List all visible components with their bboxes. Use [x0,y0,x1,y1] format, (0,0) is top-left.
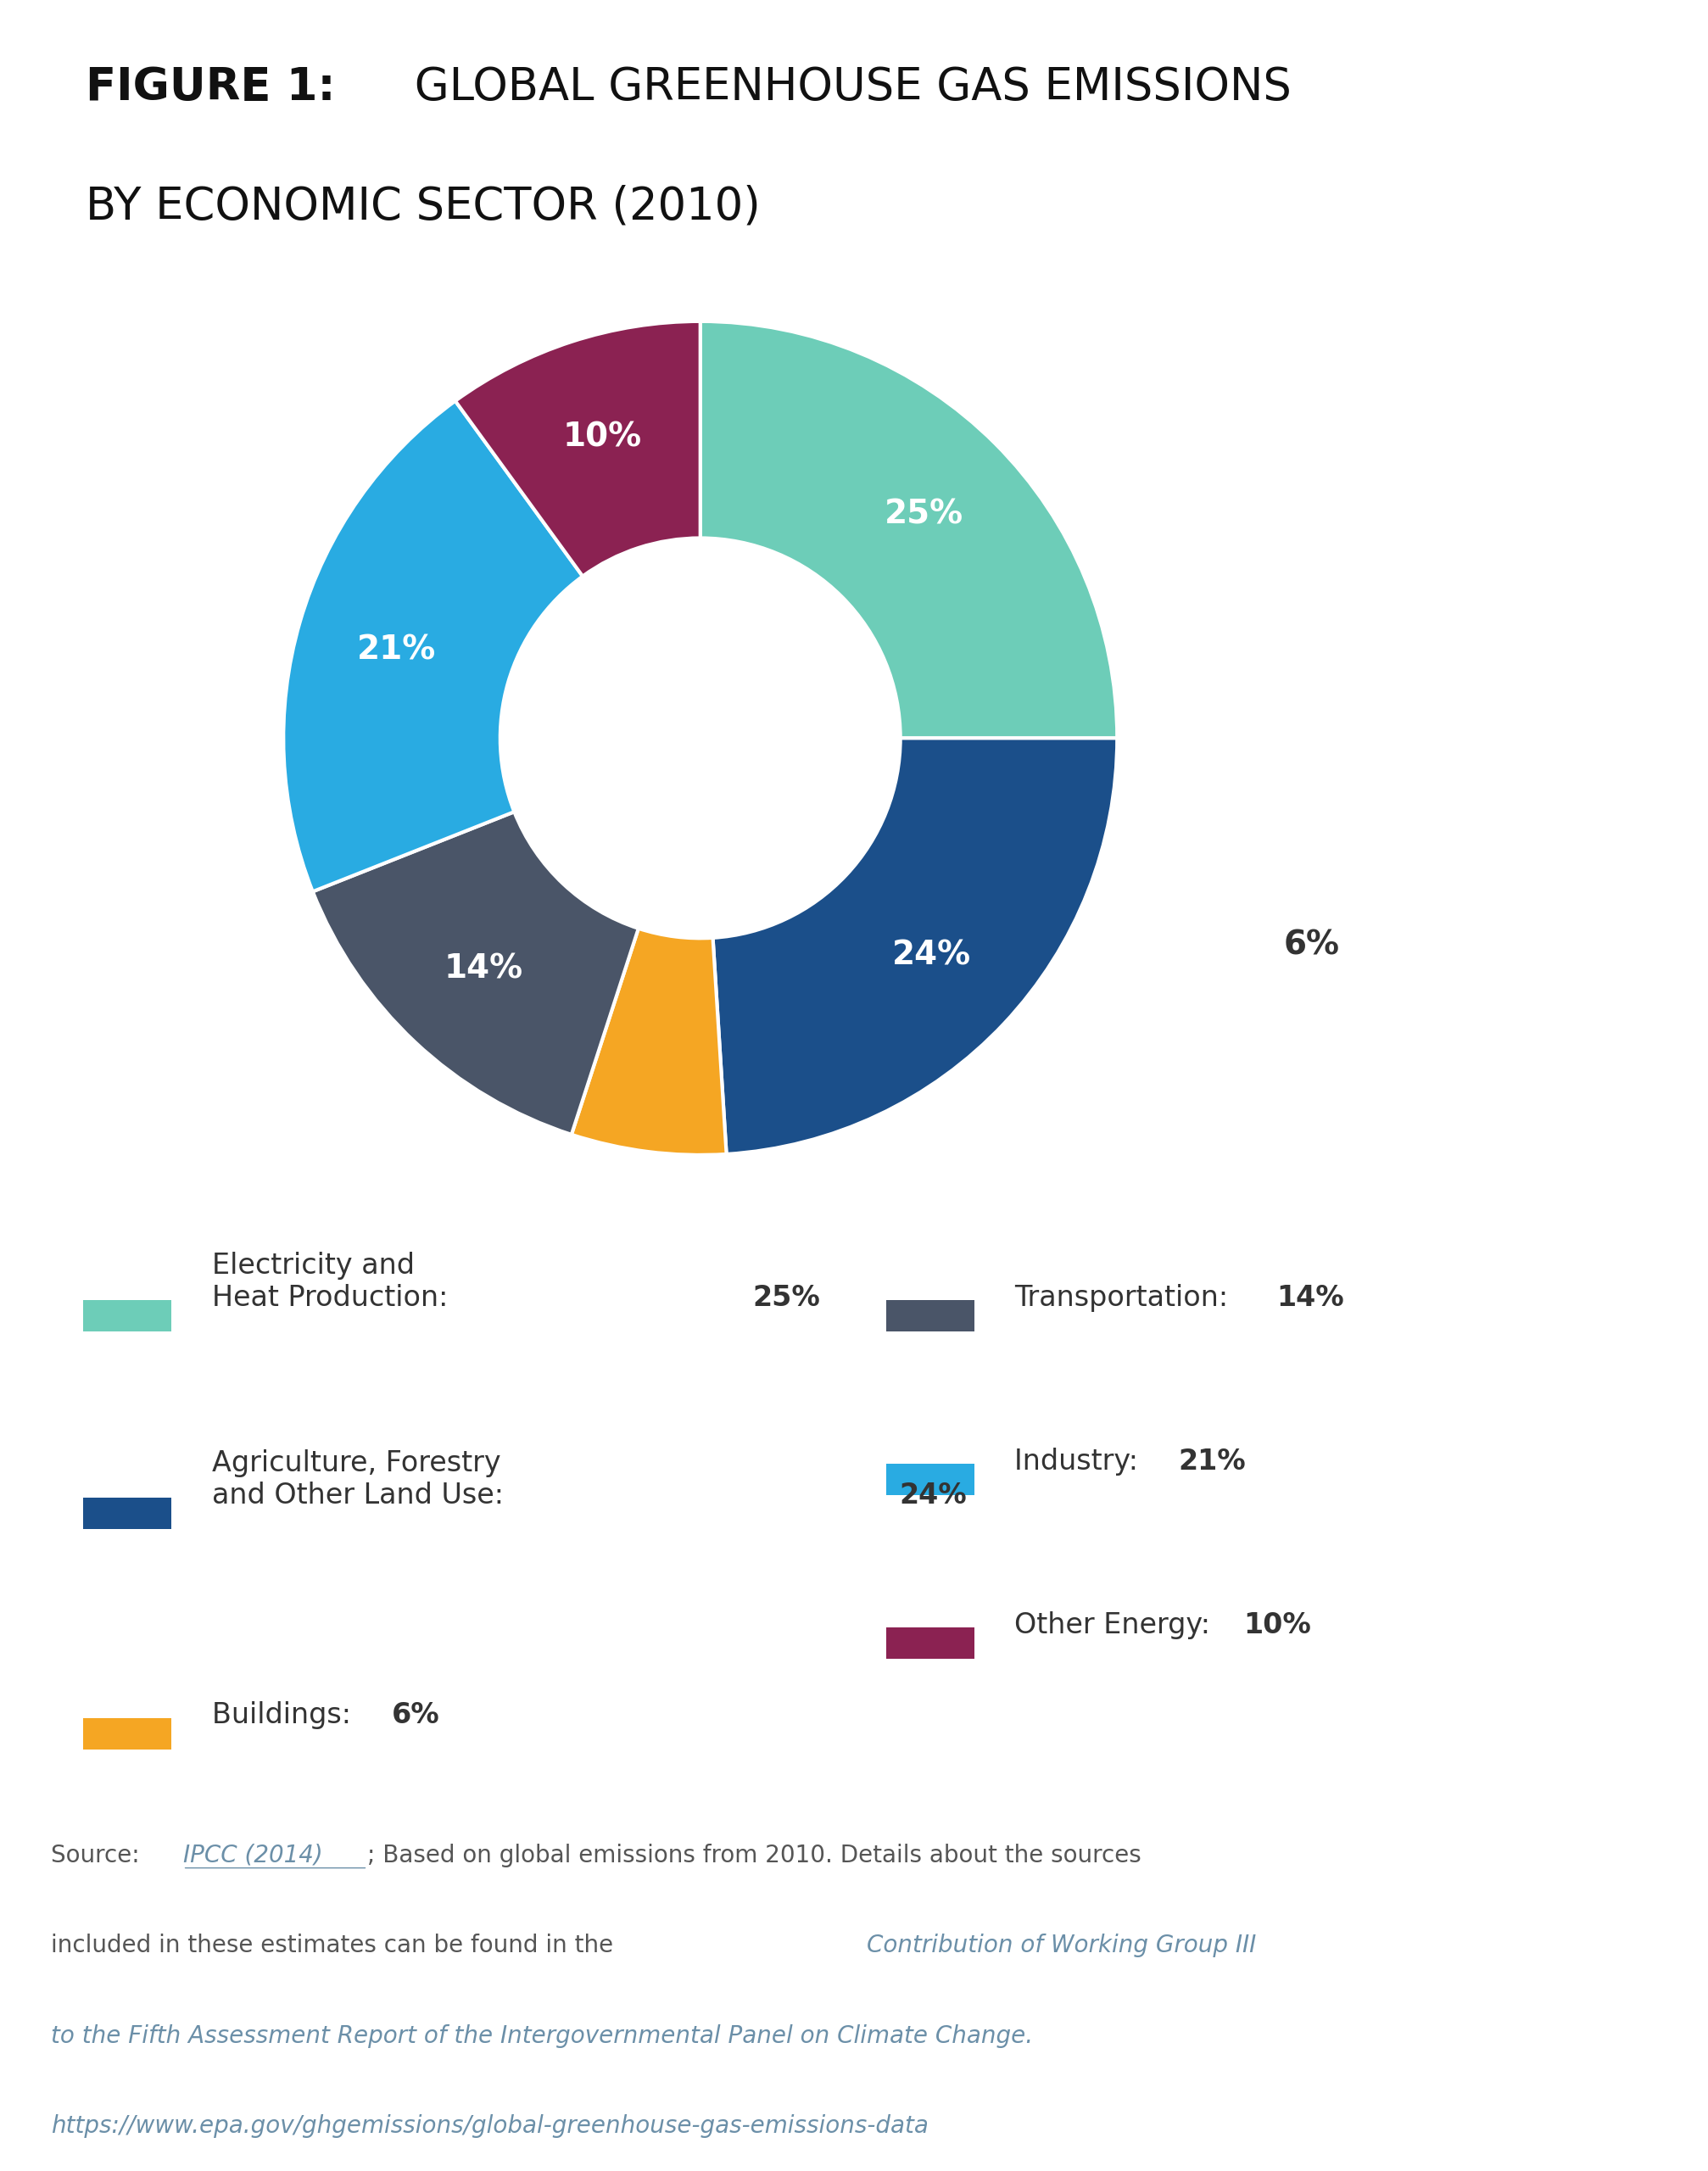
Text: 14%: 14% [444,953,523,986]
Text: https://www.epa.gov/ghgemissions/global-greenhouse-gas-emissions-data: https://www.epa.gov/ghgemissions/global-… [51,2115,929,2138]
Text: to the Fifth Assessment Report of the Intergovernmental Panel on Climate Change.: to the Fifth Assessment Report of the In… [51,2023,1033,2047]
Text: BY ECONOMIC SECTOR (2010): BY ECONOMIC SECTOR (2010) [85,185,760,228]
Wedge shape [712,738,1117,1155]
Text: 6%: 6% [391,1702,441,1730]
Text: Agriculture, Forestry
and Other Land Use:: Agriculture, Forestry and Other Land Use… [212,1448,512,1509]
FancyBboxPatch shape [886,1300,974,1331]
Text: Source:: Source: [51,1843,147,1867]
Text: Industry:: Industry: [1015,1448,1148,1476]
Text: 21%: 21% [357,634,436,666]
Text: GLOBAL GREENHOUSE GAS EMISSIONS: GLOBAL GREENHOUSE GAS EMISSIONS [400,65,1291,109]
Wedge shape [456,321,700,575]
Text: 6%: 6% [1284,929,1339,962]
Text: 10%: 10% [564,421,642,454]
Text: FIGURE 1:: FIGURE 1: [85,65,335,109]
Text: 14%: 14% [1276,1283,1344,1311]
Text: 10%: 10% [1243,1611,1312,1639]
FancyBboxPatch shape [84,1498,171,1528]
Text: Contribution of Working Group III: Contribution of Working Group III [868,1934,1257,1958]
Text: Buildings:: Buildings: [212,1702,360,1730]
Text: 25%: 25% [885,497,963,530]
FancyBboxPatch shape [84,1300,171,1331]
Text: IPCC (2014): IPCC (2014) [183,1843,323,1867]
Text: 24%: 24% [892,938,970,970]
FancyBboxPatch shape [84,1717,171,1750]
FancyBboxPatch shape [886,1463,974,1496]
FancyBboxPatch shape [886,1628,974,1659]
Text: Other Energy:: Other Energy: [1015,1611,1220,1639]
Wedge shape [284,402,582,892]
Text: 25%: 25% [752,1283,820,1311]
Wedge shape [700,321,1117,738]
Text: 24%: 24% [900,1481,967,1509]
Wedge shape [313,812,639,1135]
Text: ; Based on global emissions from 2010. Details about the sources: ; Based on global emissions from 2010. D… [367,1843,1141,1867]
Text: included in these estimates can be found in the: included in these estimates can be found… [51,1934,622,1958]
Text: Electricity and
Heat Production:: Electricity and Heat Production: [212,1250,456,1311]
Text: 21%: 21% [1179,1448,1245,1476]
Text: Transportation:: Transportation: [1015,1283,1237,1311]
Wedge shape [572,929,726,1155]
